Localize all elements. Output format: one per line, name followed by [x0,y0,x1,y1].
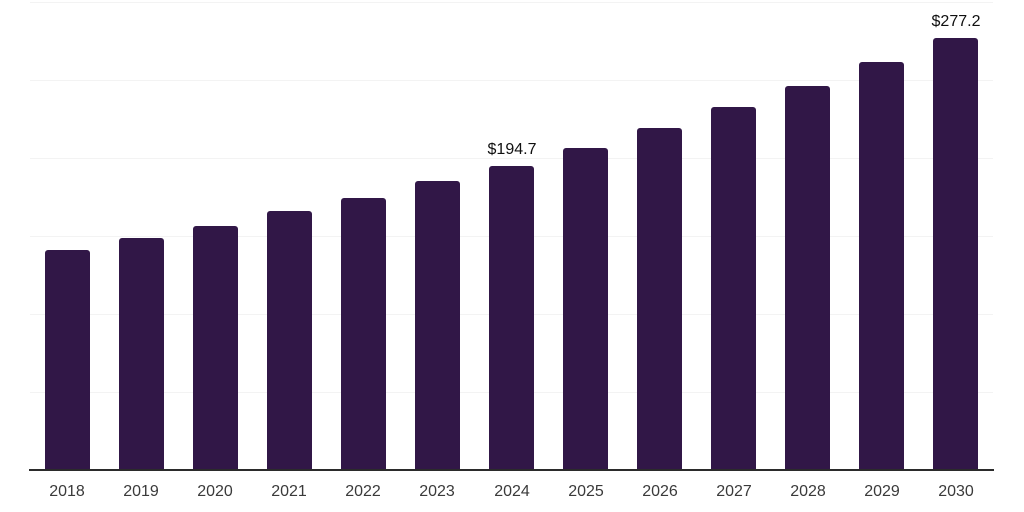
bar [45,250,90,470]
bar [415,181,460,470]
bar [933,38,978,470]
x-axis-tick-label: 2030 [938,483,974,500]
x-axis-tick-label: 2019 [123,483,159,500]
x-axis-tick-label: 2025 [568,483,604,500]
x-axis-tick-label: 2026 [642,483,678,500]
x-axis-tick-label: 2029 [864,483,900,500]
x-axis-tick-label: 2020 [197,483,233,500]
x-axis-tick-label: 2021 [271,483,307,500]
bar-data-label: $194.7 [487,141,537,158]
x-axis-tick-label: 2024 [494,483,530,500]
bar [267,211,312,470]
bar [637,128,682,470]
x-axis-tick-label: 2027 [716,483,752,500]
bar [563,148,608,470]
x-axis-tick-label: 2028 [790,483,826,500]
bar [341,198,386,470]
gridline [30,158,993,159]
bar [489,166,534,470]
x-axis-tick-label: 2018 [49,483,85,500]
bar [119,238,164,470]
x-axis-tick-label: 2023 [419,483,455,500]
bar [193,226,238,470]
x-axis-tick-label: 2022 [345,483,381,500]
bar-data-label: $277.2 [931,13,981,30]
x-axis-line [29,469,994,471]
gridline [30,2,993,3]
gridline [30,80,993,81]
bar [859,62,904,470]
bar [711,107,756,470]
bar [785,86,830,470]
